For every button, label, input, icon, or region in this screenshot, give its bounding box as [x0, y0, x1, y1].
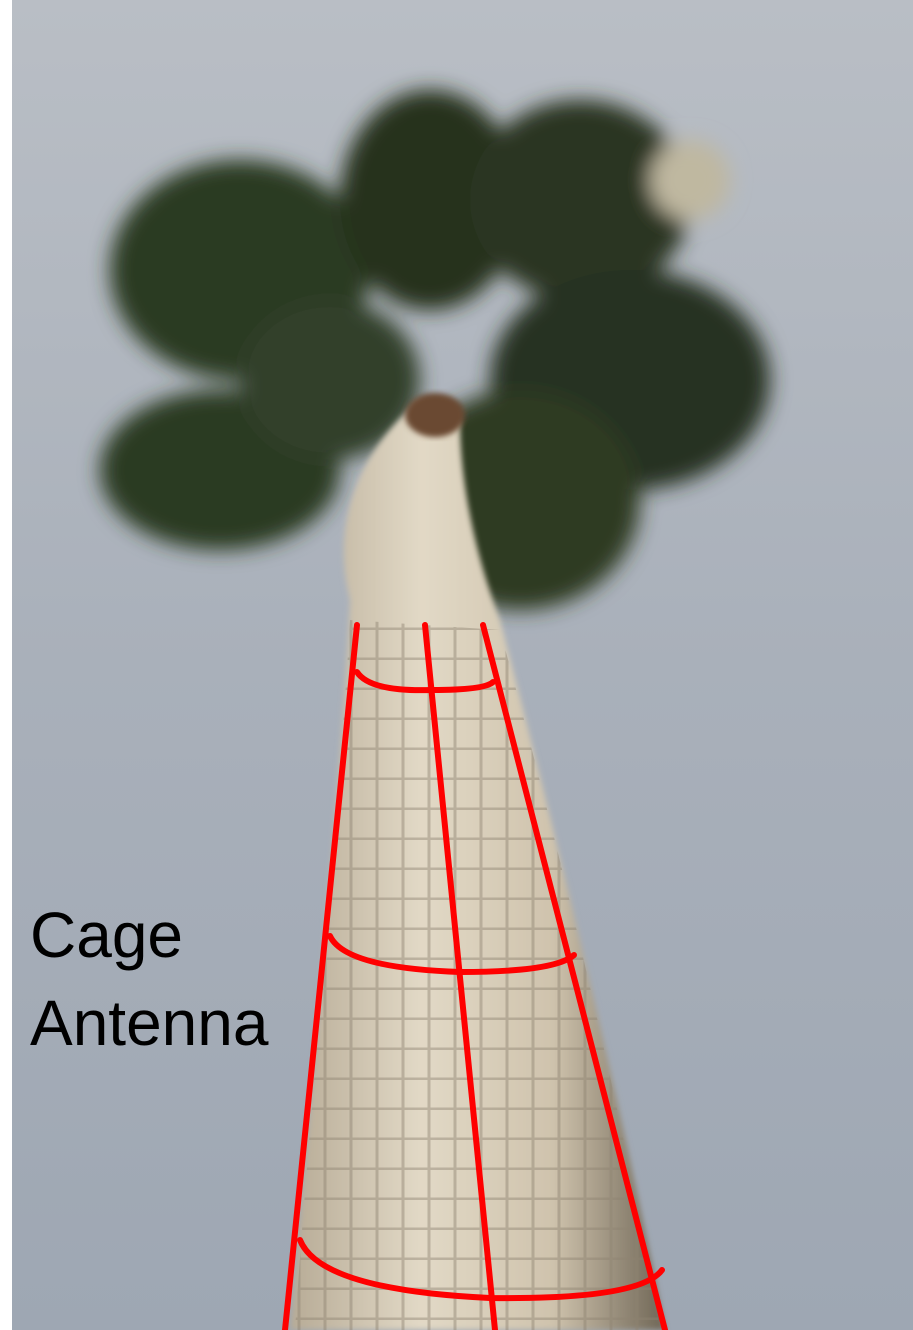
photo: Cage Antenna — [0, 0, 913, 1330]
crown — [405, 393, 465, 437]
label-line: Cage — [30, 899, 183, 971]
page: Cage Antenna (() => { const data = JSON.… — [0, 0, 913, 1330]
label-line: Antenna — [30, 987, 269, 1059]
